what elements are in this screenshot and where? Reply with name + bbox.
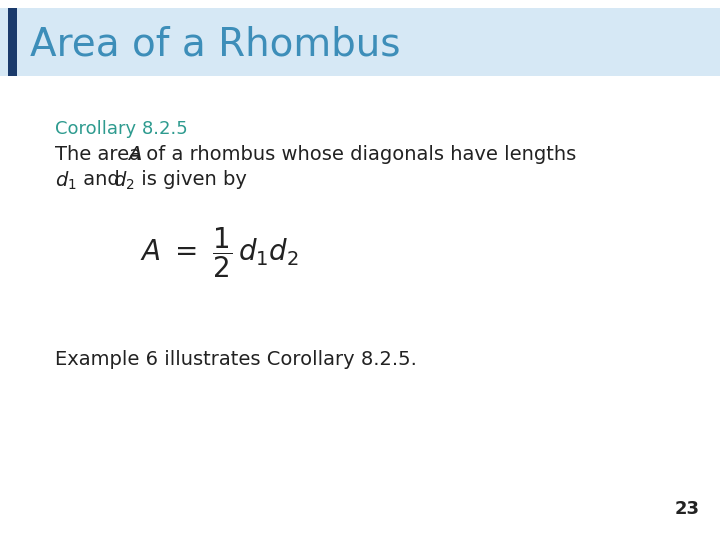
Text: 23: 23 (675, 500, 700, 518)
Text: $d_1$: $d_1$ (55, 170, 77, 192)
Bar (0, 8, 720, 76)
Text: Example 6 illustrates Corollary 8.2.5.: Example 6 illustrates Corollary 8.2.5. (55, 350, 417, 369)
Text: of a rhombus whose diagonals have lengths: of a rhombus whose diagonals have length… (140, 145, 576, 164)
Bar (8, 8, 17, 76)
Text: Area of a Rhombus: Area of a Rhombus (30, 25, 400, 63)
Text: is given by: is given by (135, 170, 247, 189)
Text: $A$: $A$ (127, 145, 142, 164)
Text: $A\ =\ \dfrac{1}{2}\,d_1 d_2$: $A\ =\ \dfrac{1}{2}\,d_1 d_2$ (140, 225, 299, 280)
Text: The area: The area (55, 145, 148, 164)
Text: $d_2$: $d_2$ (113, 170, 135, 192)
Text: and: and (77, 170, 126, 189)
Text: Corollary 8.2.5: Corollary 8.2.5 (55, 120, 188, 138)
